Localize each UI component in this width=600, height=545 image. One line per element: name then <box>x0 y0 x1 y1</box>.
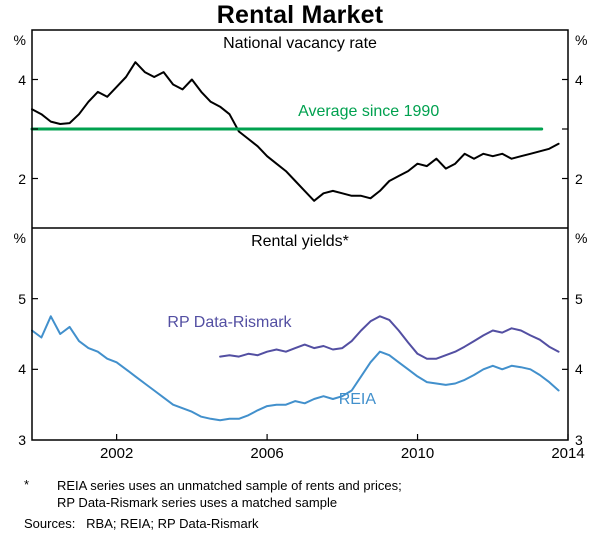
footnote-text: REIA series uses an unmatched sample of … <box>57 477 402 511</box>
series-line-reia <box>31 315 560 422</box>
chart-frame <box>31 29 569 441</box>
footnote-line-2: RP Data-Rismark series uses a matched sa… <box>57 495 338 510</box>
chart-canvas <box>30 29 569 441</box>
series-line-rp-data-rismark <box>219 315 560 360</box>
footnote: * REIA series uses an unmatched sample o… <box>24 477 589 511</box>
series-line-national-vacancy-rate <box>31 61 560 202</box>
footnote-line-1: REIA series uses an unmatched sample of … <box>57 478 402 493</box>
chart-title: Rental Market <box>216 1 384 29</box>
footnote-marker: * <box>24 477 30 492</box>
sources-line: Sources: RBA; REIA; RP Data-Rismark <box>24 516 259 531</box>
